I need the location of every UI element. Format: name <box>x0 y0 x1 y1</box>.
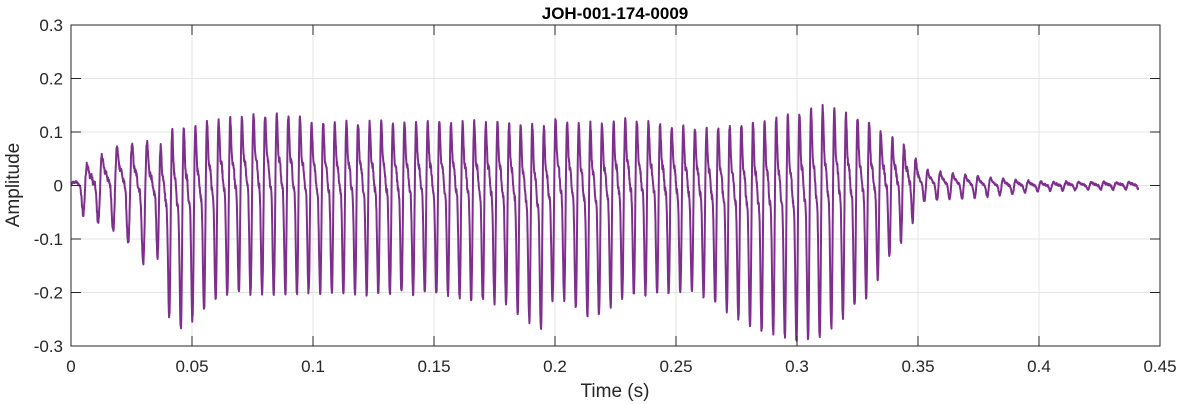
y-tick-label: 0 <box>54 177 63 196</box>
y-axis-label: Amplitude <box>3 143 24 228</box>
chart-title: JOH-001-174-0009 <box>542 4 688 23</box>
x-tick-label: 0.25 <box>659 357 692 376</box>
x-axis-label: Time (s) <box>581 381 650 402</box>
y-axis-tick-labels: 0.3 0.2 0.1 0 -0.1 -0.2 -0.3 <box>34 16 63 356</box>
y-tick-label: 0.2 <box>39 70 63 89</box>
x-tick-label: 0.4 <box>1027 357 1051 376</box>
x-tick-label: 0.3 <box>785 357 809 376</box>
series-line <box>71 103 1140 342</box>
y-tick-label: -0.1 <box>34 230 63 249</box>
x-tick-label: 0.45 <box>1143 357 1176 376</box>
y-tick-label: -0.2 <box>34 284 63 303</box>
x-axis-tick-labels: 0 0.05 0.1 0.15 0.2 0.25 0.3 0.35 0.4 0.45 <box>66 357 1176 376</box>
x-tick-label: 0.1 <box>301 357 325 376</box>
x-tick-label: 0.05 <box>175 357 208 376</box>
axis-ticks <box>70 24 1161 347</box>
x-tick-label: 0 <box>66 357 75 376</box>
y-tick-label: -0.3 <box>34 337 63 356</box>
y-tick-label: 0.1 <box>39 123 63 142</box>
x-tick-label: 0.15 <box>417 357 450 376</box>
y-tick-label: 0.3 <box>39 16 63 35</box>
x-tick-label: 0.2 <box>543 357 567 376</box>
x-tick-label: 0.35 <box>901 357 934 376</box>
